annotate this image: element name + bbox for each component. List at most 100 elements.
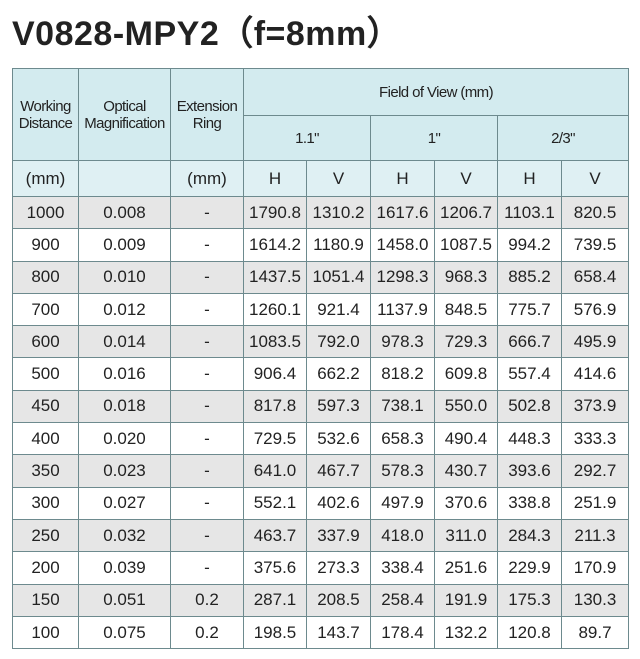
header: Working Distance [12,68,79,161]
cell: 0.008 [78,195,171,230]
cell: 0.039 [78,551,171,585]
cell: 258.4 [370,583,435,617]
cell: 198.5 [243,615,307,650]
row: 500 0.016-906.4 662.2 818.2 609.8 557.4 414.6 [12,357,630,391]
sensor-size: 1.1" [243,115,371,161]
cell: 0.014 [78,325,171,359]
cell: 418.0 [370,518,435,553]
cell: 287.1 [243,583,307,617]
cell: 1137.9 [370,292,435,327]
cell: 1298.3 [370,260,435,294]
cell: 885.2 [497,260,562,294]
cell: 311.0 [434,518,498,553]
cell: 0.020 [78,422,171,456]
cell: 848.5 [434,292,498,327]
cell: 921.4 [306,292,371,327]
row: 800 0.010-1437.5 1051.4 1298.3 968.3 885.2 658… [12,260,630,294]
cell: 666.7 [497,325,562,359]
cell: 337.9 [306,518,371,553]
cell: 900 [12,228,79,262]
cell: - [170,260,244,294]
cell: - [170,292,244,327]
cell: 578.3 [370,454,435,488]
cell: 0.023 [78,454,171,488]
cell: 490.4 [434,422,498,456]
cell: 552.1 [243,486,307,520]
cell: 338.8 [497,486,562,520]
cell: 0.016 [78,357,171,391]
cell: 414.6 [560,357,630,391]
cell: 0.2 [170,615,244,650]
sensor-size: 1" [370,115,498,161]
cell: 576.9 [560,292,630,327]
cell: 208.5 [306,583,371,617]
cell: 1437.5 [243,260,307,294]
cell: 273.3 [306,551,371,585]
cell: 292.7 [560,454,630,488]
sensor-size: 2/3" [496,115,630,161]
cell: 817.8 [243,389,307,424]
cell: 375.6 [243,551,307,585]
unit: (mm) [170,160,244,197]
cell: 906.4 [243,357,307,391]
cell: - [170,422,244,456]
spec-table: Working Distance Optical Magnification E… [12,68,630,650]
cell: 658.4 [560,260,630,294]
cell: 600 [12,325,79,359]
cell: 739.5 [560,228,630,262]
cell: 729.3 [434,325,498,359]
cell: 393.6 [497,454,562,488]
cell: 502.8 [497,389,562,424]
cell: 495.9 [560,325,630,359]
cell: 641.0 [243,454,307,488]
row: 900 0.009-1614.2 1180.9 1458.0 1087.5 994.2 73… [12,228,630,262]
cell: 373.9 [560,389,630,424]
cell: 0.027 [78,486,171,520]
cell: 800 [12,260,79,294]
cell: 402.6 [306,486,371,520]
cell: 1103.1 [497,195,562,230]
cell: 130.3 [560,583,630,617]
cell: 211.3 [560,518,630,553]
cell: 1051.4 [306,260,371,294]
cell: - [170,389,244,424]
cell: 597.3 [306,389,371,424]
row: 700 0.012-1260.1 921.4 1137.9 848.5 775.7 576.… [12,292,630,327]
cell: 448.3 [497,422,562,456]
cell: 300 [12,486,79,520]
cell: 251.6 [434,551,498,585]
cell: 463.7 [243,518,307,553]
cell: 430.7 [434,454,498,488]
row: 300 0.027-552.1 402.6 497.9 370.6 338.8 251.9 [12,486,630,520]
cell: 338.4 [370,551,435,585]
cell: 1000 [12,195,79,230]
cell: 89.7 [560,615,630,650]
cell: - [170,325,244,359]
axis-label: V [560,160,630,197]
row: 200 0.039-375.6 273.3 338.4 251.6 229.9 170.9 [12,551,630,585]
cell: 467.7 [306,454,371,488]
cell: 370.6 [434,486,498,520]
cell: 1617.6 [370,195,435,230]
cell: 1260.1 [243,292,307,327]
cell: 500 [12,357,79,391]
cell: 150 [12,583,79,617]
cell: - [170,454,244,488]
row: 400 0.020-729.5 532.6 658.3 490.4 448.3 333.3 [12,422,630,456]
cell: - [170,357,244,391]
row: 250 0.032-463.7 337.9 418.0 311.0 284.3 211.3 [12,518,630,553]
cell: 333.3 [560,422,630,456]
cell: 700 [12,292,79,327]
cell: 450 [12,389,79,424]
cell: 350 [12,454,79,488]
cell: 729.5 [243,422,307,456]
cell: 191.9 [434,583,498,617]
axis-label: H [497,160,562,197]
cell: 143.7 [306,615,371,650]
cell: - [170,195,244,230]
cell: 1790.8 [243,195,307,230]
header: Optical Magnification [78,68,171,161]
cell: 250 [12,518,79,553]
axis-label: H [370,160,435,197]
